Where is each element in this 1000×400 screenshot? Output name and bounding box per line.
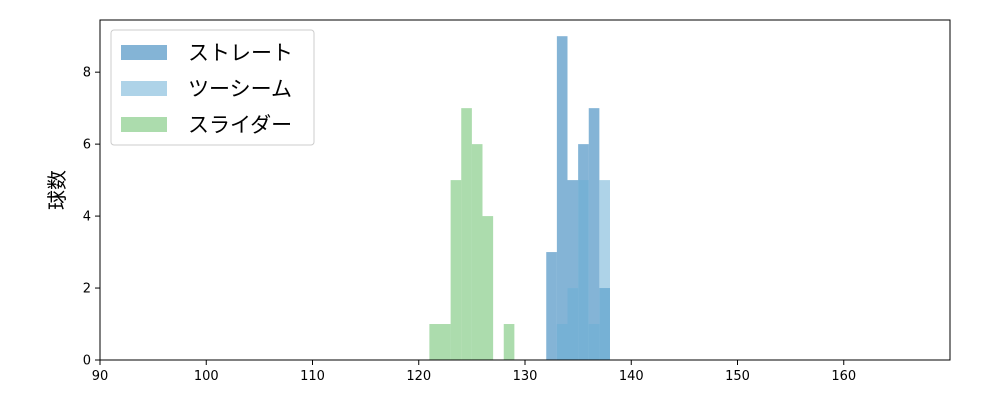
bars-layer: [429, 36, 610, 360]
bar-series-2-bin-4: [471, 144, 483, 360]
legend-swatch: [121, 117, 167, 132]
bar-series-1-bin-4: [599, 180, 610, 360]
x-tick-label: 120: [406, 369, 431, 384]
bar-series-0-bin-0: [546, 252, 557, 360]
bar-series-1-bin-0: [556, 324, 568, 360]
y-tick-label: 2: [83, 282, 91, 297]
x-axis: 90 100 110 120 130 140 150 160: [92, 360, 856, 384]
y-tick-label: 6: [83, 138, 91, 153]
x-tick-label: 160: [831, 369, 856, 384]
bar-series-1-bin-3: [588, 324, 600, 360]
bar-series-2-bin-6: [503, 324, 515, 360]
x-tick-label: 100: [194, 369, 219, 384]
bar-series-2-bin-0: [429, 324, 440, 360]
bar-series-0-bin-1: [556, 36, 568, 360]
y-tick-label: 0: [83, 354, 91, 369]
y-tick-label: 8: [83, 66, 91, 81]
bar-series-0-bin-2: [567, 180, 579, 360]
y-axis: 0 2 4 6 8: [83, 66, 100, 369]
legend-swatch: [121, 81, 167, 96]
y-tick-label: 4: [83, 210, 91, 225]
bar-series-2-bin-1: [440, 324, 451, 360]
bar-series-2-bin-5: [482, 216, 494, 360]
x-tick-label: 90: [92, 369, 109, 384]
legend-label: スライダー: [188, 113, 292, 137]
legend-label: ツーシーム: [188, 77, 292, 101]
x-tick-label: 140: [619, 369, 644, 384]
bar-series-2-bin-2: [450, 180, 462, 360]
y-axis-label: 球数: [45, 170, 69, 210]
bar-series-2-bin-3: [461, 108, 472, 360]
x-tick-label: 150: [725, 369, 750, 384]
x-tick-label: 110: [300, 369, 325, 384]
legend-label: ストレート: [188, 41, 293, 65]
bar-series-1-bin-1: [567, 288, 579, 360]
x-tick-label: 130: [513, 369, 538, 384]
bar-series-1-bin-2: [578, 180, 589, 360]
legend-swatch: [121, 45, 167, 60]
bar-series-0-bin-4: [588, 108, 600, 360]
